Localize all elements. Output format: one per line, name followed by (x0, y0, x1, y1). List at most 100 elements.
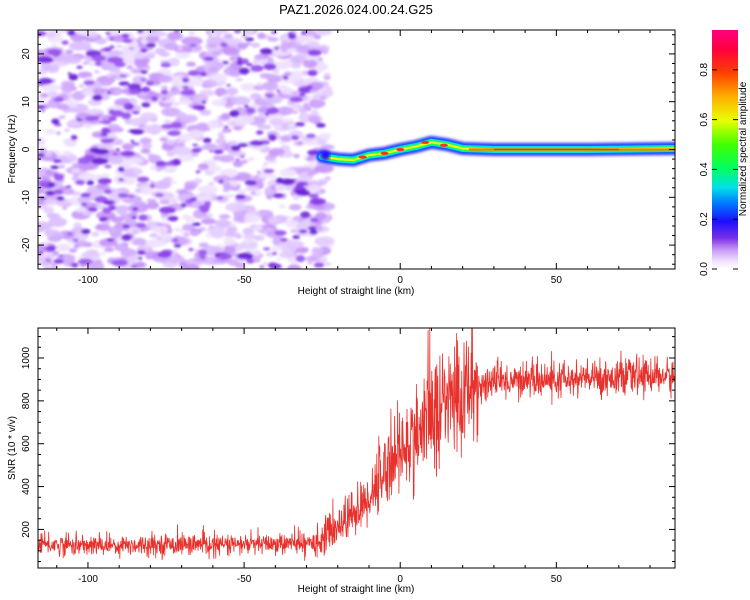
noise-core (309, 198, 327, 206)
noise-blob (323, 75, 331, 81)
noise-core (298, 229, 308, 234)
noise-blob (177, 154, 194, 162)
noise-core (159, 206, 176, 214)
colorbar-ticks: 0.0 0.2 0.4 0.6 0.8 (699, 62, 738, 276)
noise-core (65, 185, 72, 189)
noise-core (140, 78, 147, 82)
noise-core (72, 238, 79, 242)
noise-core (174, 30, 180, 33)
noise-blob (81, 210, 92, 216)
spectrogram-panel: -100 -50 0 50 20 10 0 -10 -20 Height of straight… (7, 29, 676, 297)
noise-blob (204, 79, 217, 87)
noise-blob (77, 71, 93, 79)
noise-blob (207, 43, 218, 48)
noise-core (263, 63, 277, 71)
noise-blob (159, 199, 171, 205)
noise-blob (292, 110, 299, 114)
noise-blob (215, 138, 227, 144)
noise-core (249, 140, 265, 147)
noise-core (295, 121, 306, 127)
noise-blob (160, 96, 168, 102)
noise-core (145, 42, 156, 48)
noise-core (137, 176, 150, 183)
noise-blob (218, 214, 231, 220)
noise-blob (113, 89, 122, 93)
noise-core (38, 153, 46, 157)
noise-core (268, 134, 277, 141)
noise-blob (205, 232, 214, 239)
noise-blob (323, 72, 331, 77)
noise-blob (65, 49, 74, 55)
noise-core (149, 183, 156, 189)
noise-core (246, 258, 255, 264)
noise-blob (311, 108, 318, 112)
noise-blob (193, 266, 199, 269)
noise-blob (227, 259, 239, 266)
noise-core (197, 249, 208, 256)
noise-blob (44, 169, 54, 175)
noise-blob (167, 31, 183, 41)
noise-blob (205, 213, 213, 218)
noise-core (121, 112, 132, 120)
noise-blob (128, 97, 136, 103)
noise-blob (314, 164, 334, 174)
noise-core (80, 202, 87, 206)
noise-core (75, 179, 86, 186)
noise-core (180, 203, 187, 208)
noise-core (100, 133, 108, 137)
noise-blob (136, 261, 145, 268)
noise-core (272, 193, 285, 199)
noise-blob (186, 61, 196, 67)
noise-core (280, 178, 295, 186)
noise-blob (300, 247, 309, 251)
noise-blob (240, 82, 258, 92)
noise-blob (128, 46, 135, 50)
noise-blob (124, 51, 136, 59)
noise-blob (287, 123, 295, 128)
noise-core (122, 224, 131, 229)
noise-blob (128, 157, 144, 165)
noise-blob (240, 159, 248, 164)
noise-blob (140, 148, 151, 154)
noise-core (187, 70, 200, 77)
noise-core (68, 73, 79, 81)
noise-blob (146, 201, 160, 210)
noise-core (112, 152, 118, 156)
noise-blob (46, 91, 58, 99)
noise-blob (61, 206, 68, 210)
noise-core (83, 154, 96, 161)
noise-blob (227, 94, 234, 99)
noise-core (294, 183, 304, 190)
noise-core (145, 80, 155, 86)
noise-core (123, 104, 131, 108)
noise-core (265, 94, 274, 98)
noise-core (292, 235, 301, 240)
noise-core (246, 62, 253, 67)
noise-core (295, 189, 311, 197)
noise-blob (114, 243, 129, 252)
noise-blob (96, 113, 104, 117)
noise-blob (148, 30, 157, 35)
noise-core (117, 192, 130, 199)
noise-core (274, 46, 280, 51)
noise-blob (62, 187, 75, 195)
noise-blob (138, 185, 154, 195)
noise-blob (290, 240, 305, 248)
noise-blob (171, 198, 178, 203)
noise-core (38, 251, 44, 255)
noise-blob (122, 176, 137, 185)
noise-core (216, 196, 224, 200)
noise-core (313, 262, 325, 268)
noise-blob (213, 175, 231, 183)
noise-blob (267, 75, 280, 84)
noise-core (239, 155, 245, 158)
noise-blob (233, 172, 252, 182)
noise-blob (78, 84, 85, 88)
noise-blob (241, 33, 249, 39)
noise-blob (38, 226, 45, 233)
noise-blob (212, 50, 223, 57)
noise-blob (265, 251, 275, 257)
noise-blob (86, 262, 105, 269)
noise-core (172, 238, 179, 243)
noise-core (58, 254, 64, 258)
